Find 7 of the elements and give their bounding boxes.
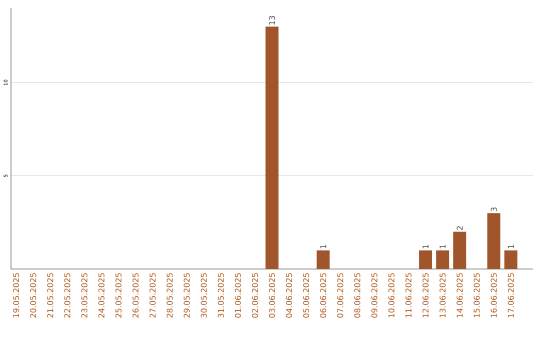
bar [504, 250, 518, 269]
bar [419, 250, 432, 269]
bar [266, 26, 279, 269]
bar [316, 250, 330, 269]
bar [453, 232, 466, 269]
bar [436, 250, 450, 269]
bar [487, 213, 500, 269]
